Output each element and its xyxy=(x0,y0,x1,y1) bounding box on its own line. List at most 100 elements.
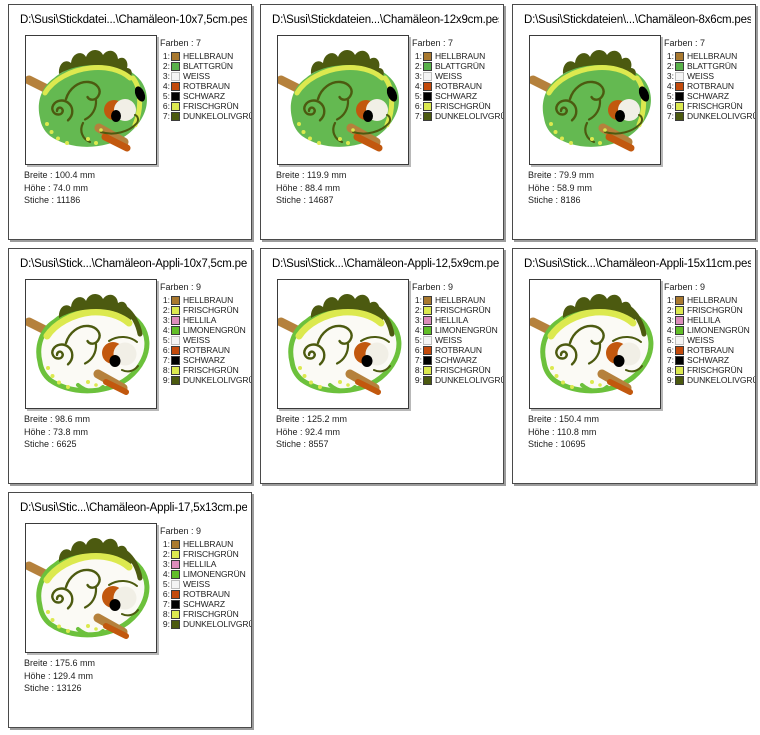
color-swatch xyxy=(171,111,180,121)
thread-color-row: 4: ROTBRAUN xyxy=(410,81,501,91)
color-name: DUNKELOLIVGRÜN xyxy=(435,111,503,121)
color-name: DUNKELOLIVGRÜN xyxy=(183,111,251,121)
color-name: SCHWARZ xyxy=(435,91,477,101)
color-swatch xyxy=(675,365,684,375)
dimensions-block: Breite : 79.9 mm Höhe : 58.9 mm Stiche :… xyxy=(528,169,594,207)
color-swatch xyxy=(171,569,180,579)
thread-color-row: 5: SCHWARZ xyxy=(662,91,753,101)
color-name: FRISCHGRÜN xyxy=(435,101,491,111)
color-number: 2: xyxy=(414,305,422,315)
color-number: 3: xyxy=(162,559,170,569)
color-number: 6: xyxy=(414,101,422,111)
colors-count-label: Farben : 9 xyxy=(160,526,202,536)
color-name: DUNKELOLIVGRÜN xyxy=(687,375,755,385)
color-number: 2: xyxy=(162,305,170,315)
thread-color-row: 7: DUNKELOLIVGRÜN xyxy=(410,111,503,121)
color-name: FRISCHGRÜN xyxy=(183,101,239,111)
thread-color-row: 2: BLATTGRÜN xyxy=(410,61,501,71)
color-name: HELLILA xyxy=(435,315,469,325)
dimensions-block: Breite : 125.2 mm Höhe : 92.4 mm Stiche … xyxy=(276,413,347,451)
color-swatch xyxy=(675,335,684,345)
thread-color-row: 4: LIMONENGRÜN xyxy=(410,325,501,335)
thread-color-row: 1: HELLBRAUN xyxy=(158,51,249,61)
thread-color-row: 5: WEISS xyxy=(158,579,249,589)
color-number: 4: xyxy=(162,325,170,335)
color-swatch xyxy=(423,81,432,91)
chameleon-preview-image xyxy=(529,35,661,165)
design-card: D:\Susi\Stickdateien\...\Chamäleon-8x6cm… xyxy=(512,4,756,240)
color-number: 7: xyxy=(414,355,422,365)
color-name: LIMONENGRÜN xyxy=(435,325,498,335)
chameleon-preview-image xyxy=(277,279,409,409)
color-swatch xyxy=(423,61,432,71)
color-number: 8: xyxy=(666,365,674,375)
color-swatch xyxy=(171,619,180,629)
thread-color-row: 4: LIMONENGRÜN xyxy=(662,325,753,335)
color-name: HELLBRAUN xyxy=(687,51,738,61)
color-name: HELLILA xyxy=(687,315,721,325)
color-name: FRISCHGRÜN xyxy=(435,305,491,315)
thread-color-row: 4: ROTBRAUN xyxy=(662,81,753,91)
color-name: ROTBRAUN xyxy=(687,81,734,91)
width-label: Breite : 79.9 mm xyxy=(528,170,595,180)
color-swatch xyxy=(675,325,684,335)
color-number: 4: xyxy=(162,569,170,579)
color-number: 1: xyxy=(162,51,170,61)
color-number: 5: xyxy=(162,335,170,345)
color-swatch xyxy=(423,325,432,335)
color-swatch xyxy=(171,71,180,81)
color-name: DUNKELOLIVGRÜN xyxy=(183,375,251,385)
color-name: FRISCHGRÜN xyxy=(183,305,239,315)
thread-color-row: 5: WEISS xyxy=(410,335,501,345)
color-swatch xyxy=(171,345,180,355)
colors-count-label: Farben : 9 xyxy=(412,282,454,292)
color-swatch xyxy=(171,375,180,385)
color-swatch xyxy=(171,355,180,365)
color-name: WEISS xyxy=(183,71,210,81)
thread-color-row: 1: HELLBRAUN xyxy=(410,51,501,61)
color-number: 9: xyxy=(666,375,674,385)
chameleon-preview-image xyxy=(277,35,409,165)
thread-color-row: 7: SCHWARZ xyxy=(158,355,249,365)
color-number: 4: xyxy=(666,325,674,335)
color-name: WEISS xyxy=(183,335,210,345)
dimensions-block: Breite : 119.9 mm Höhe : 88.4 mm Stiche … xyxy=(276,169,346,207)
color-number: 6: xyxy=(414,345,422,355)
color-number: 8: xyxy=(414,365,422,375)
color-name: SCHWARZ xyxy=(687,91,729,101)
thread-color-row: 9: DUNKELOLIVGRÜN xyxy=(662,375,755,385)
color-name: HELLBRAUN xyxy=(183,295,234,305)
file-path-title: D:\Susi\Stick...\Chamäleon-Appli-12,5x9c… xyxy=(272,258,499,270)
colors-count-label: Farben : 7 xyxy=(664,38,706,48)
thread-color-row: 7: DUNKELOLIVGRÜN xyxy=(158,111,251,121)
thread-color-panel: Farben : 9 1: HELLBRAUN 2: FRISCHGRÜN 3:… xyxy=(662,282,755,385)
thread-color-row: 2: FRISCHGRÜN xyxy=(662,305,753,315)
color-number: 3: xyxy=(666,71,674,81)
color-name: FRISCHGRÜN xyxy=(183,365,239,375)
file-path-title: D:\Susi\Stickdateien...\Chamäleon-12x9cm… xyxy=(272,14,499,26)
color-number: 2: xyxy=(414,61,422,71)
color-swatch xyxy=(171,549,180,559)
color-swatch xyxy=(675,305,684,315)
thread-color-row: 5: SCHWARZ xyxy=(158,91,249,101)
color-list: 1: HELLBRAUN 2: FRISCHGRÜN 3: HELLILA 4:… xyxy=(158,539,251,629)
color-name: FRISCHGRÜN xyxy=(183,549,239,559)
chameleon-preview-image xyxy=(25,279,157,409)
color-number: 1: xyxy=(666,295,674,305)
height-label: Höhe : 88.4 mm xyxy=(276,182,341,193)
color-number: 5: xyxy=(414,91,422,101)
design-card: D:\Susi\Stic...\Chamäleon-Appli-17,5x13c… xyxy=(8,492,252,728)
color-swatch xyxy=(675,345,684,355)
color-name: DUNKELOLIVGRÜN xyxy=(435,375,503,385)
color-number: 2: xyxy=(162,549,170,559)
color-name: HELLBRAUN xyxy=(435,295,486,305)
thread-color-row: 6: ROTBRAUN xyxy=(158,589,249,599)
design-card: D:\Susi\Stick...\Chamäleon-Appli-15x11cm… xyxy=(512,248,756,484)
height-label: Höhe : 74.0 mm xyxy=(24,182,89,193)
color-number: 7: xyxy=(162,599,170,609)
thread-color-row: 2: FRISCHGRÜN xyxy=(158,549,249,559)
color-number: 9: xyxy=(162,375,170,385)
stitches-label: Stiche : 13126 xyxy=(24,683,82,693)
color-number: 3: xyxy=(414,71,422,81)
